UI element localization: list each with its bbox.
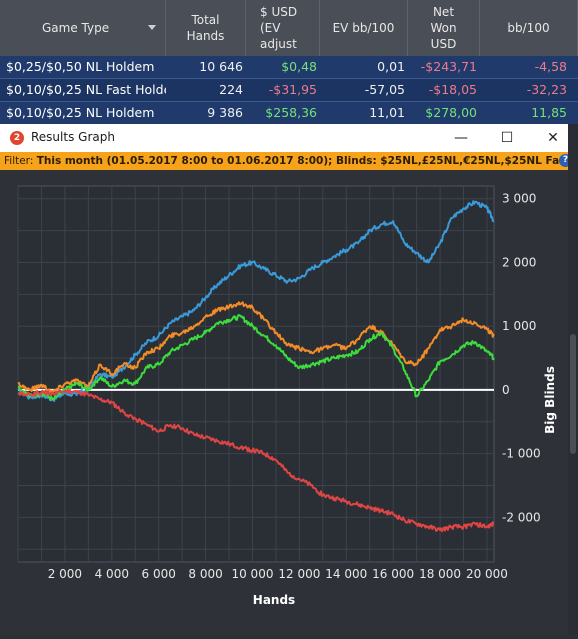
col-header-ev-bb100[interactable]: EV bb/100: [320, 0, 408, 56]
series-line: [17, 314, 495, 401]
col-header-usd-ev[interactable]: $ USD (EV adjust: [246, 0, 320, 56]
results-chart: 2 000 4 000 6 000 8 000 10 000 12 000 14 000 16…: [0, 170, 578, 635]
title-bar[interactable]: 2 Results Graph — ☐ ✕: [0, 124, 578, 152]
close-button[interactable]: ✕: [547, 130, 559, 146]
col-header-total-hands[interactable]: Total Hands: [166, 0, 246, 56]
maximize-button[interactable]: ☐: [500, 130, 514, 146]
plot-area: [17, 185, 495, 563]
y-tick-label: 0: [502, 383, 510, 397]
x-axis-label: Hands: [253, 593, 295, 607]
app-logo-icon: 2: [10, 131, 24, 145]
y-tick-label: 1 000: [502, 319, 536, 333]
cell-ev-bb100: -57,05: [364, 82, 405, 97]
cell-hands: 224: [219, 82, 243, 97]
cell-usd-ev: -$31,95: [268, 82, 317, 97]
x-tick-label: 20 000: [466, 567, 508, 581]
cell-hands: 9 386: [207, 105, 243, 120]
cell-game: $0,10/$0,25 NL Fast Holdem: [6, 82, 166, 97]
x-tick-label: 6 000: [142, 567, 176, 581]
window-title: Results Graph: [31, 130, 115, 144]
results-graph-window: 2 Results Graph — ☐ ✕ Filter: This month…: [0, 124, 578, 635]
filter-label: Filter:: [4, 155, 37, 167]
x-tick-label: 14 000: [325, 567, 367, 581]
x-tick-label: 2 000: [48, 567, 82, 581]
y-tick-label: -1 000: [502, 447, 541, 461]
cell-ev-bb100: 11,01: [369, 105, 405, 120]
table-row[interactable]: $0,10/$0,25 NL Fast Holdem 224 -$31,95 -…: [0, 79, 578, 102]
y-tick-label: 3 000: [502, 192, 536, 206]
x-tick-label: 16 000: [372, 567, 414, 581]
results-chart-svg: 2 000 4 000 6 000 8 000 10 000 12 000 14 000 16…: [17, 185, 557, 607]
cell-usd-ev: $0,48: [281, 59, 317, 74]
y-axis-label: Big Blinds: [543, 366, 557, 434]
series-line: [17, 301, 495, 393]
sort-arrow-icon[interactable]: [148, 25, 156, 30]
cell-ev-bb100: 0,01: [377, 59, 405, 74]
table-header: Game Type Total Hands $ USD (EV adjust E…: [0, 0, 578, 57]
cell-net-won: $278,00: [425, 105, 477, 120]
cell-usd-ev: $258,36: [265, 105, 317, 120]
series-line: [17, 388, 495, 533]
cell-bb100: 11,85: [531, 105, 567, 120]
vertical-scrollbar[interactable]: [568, 124, 578, 635]
col-header-bb100[interactable]: bb/100: [480, 0, 578, 56]
x-tick-label: 18 000: [419, 567, 461, 581]
cell-bb100: -4,58: [534, 59, 567, 74]
stats-table: Game Type Total Hands $ USD (EV adjust E…: [0, 0, 578, 125]
col-header-net-won[interactable]: Net Won USD: [408, 0, 480, 56]
minimize-button[interactable]: —: [454, 130, 468, 146]
cell-game: $0,10/$0,25 NL Holdem: [6, 105, 155, 120]
x-tick-label: 4 000: [95, 567, 129, 581]
x-tick-label: 8 000: [188, 567, 222, 581]
filter-value: This month (01.05.2017 8:00 to 01.06.201…: [36, 155, 578, 167]
cell-game: $0,25/$0,50 NL Holdem: [6, 59, 155, 74]
cell-net-won: -$18,05: [428, 82, 477, 97]
table-row[interactable]: $0,10/$0,25 NL Holdem 9 386 $258,36 11,0…: [0, 102, 578, 125]
filter-bar[interactable]: Filter: This month (01.05.2017 8:00 to 0…: [0, 152, 578, 170]
cell-hands: 10 646: [199, 59, 243, 74]
scrollbar-thumb[interactable]: [570, 334, 576, 454]
table-row[interactable]: $0,25/$0,50 NL Holdem 10 646 $0,48 0,01 …: [0, 56, 578, 79]
cell-net-won: -$243,71: [420, 59, 477, 74]
col-header-game-type[interactable]: Game Type: [0, 0, 166, 56]
series-line: [17, 200, 495, 402]
x-tick-label: 12 000: [278, 567, 320, 581]
y-tick-label: 2 000: [502, 255, 536, 269]
x-tick-label: 10 000: [231, 567, 273, 581]
y-tick-label: -2 000: [502, 510, 541, 524]
cell-bb100: -32,23: [526, 82, 567, 97]
